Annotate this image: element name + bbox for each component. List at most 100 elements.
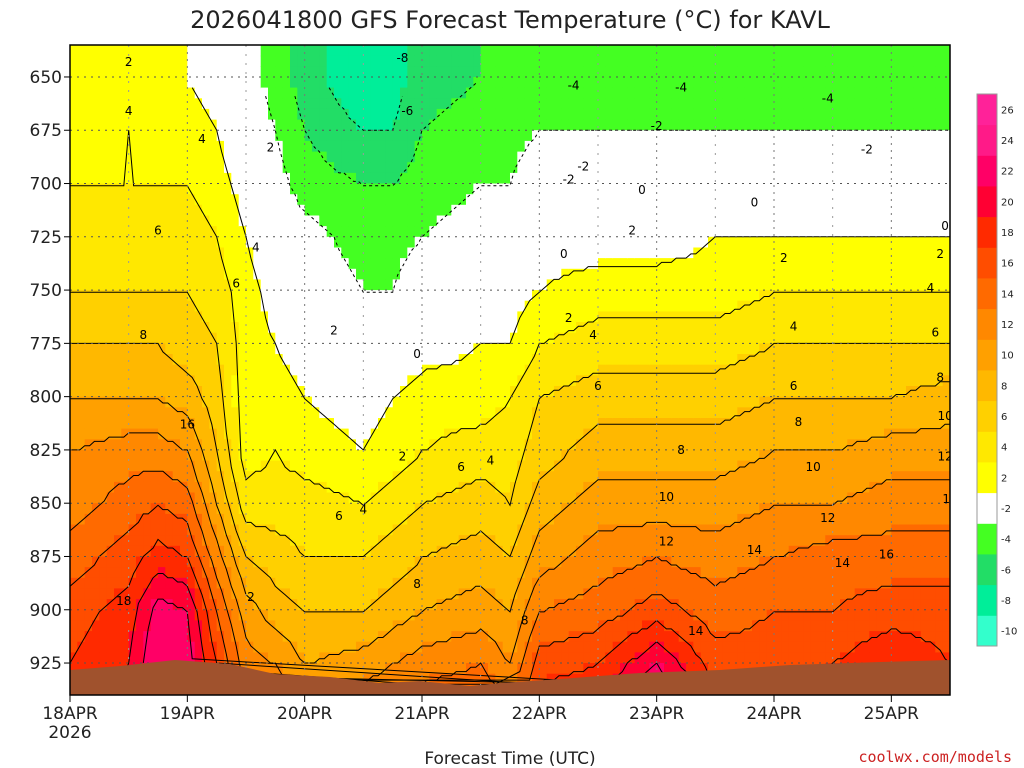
- field-cell: [304, 418, 313, 430]
- field-cell: [422, 279, 430, 291]
- field-cell: [187, 460, 196, 472]
- field-cell: [150, 258, 159, 270]
- field-cell: [363, 481, 372, 494]
- field-cell: [312, 364, 320, 376]
- field-cell: [348, 268, 357, 281]
- field-cell: [165, 87, 174, 99]
- field-cell: [546, 513, 555, 526]
- field-cell: [282, 183, 291, 195]
- field-cell: [312, 45, 320, 57]
- field-cell: [304, 204, 313, 217]
- field-cell: [627, 55, 636, 67]
- field-cell: [627, 45, 636, 57]
- field-cell: [444, 652, 452, 664]
- field-cell: [642, 428, 650, 440]
- field-cell: [238, 641, 247, 653]
- field-cell: [209, 343, 218, 355]
- field-cell: [165, 545, 174, 558]
- field-cell: [568, 172, 577, 185]
- field-cell: [429, 599, 438, 611]
- field-cell: [436, 556, 445, 568]
- field-cell: [605, 290, 614, 302]
- field-cell: [268, 609, 276, 622]
- field-cell: [407, 87, 416, 99]
- field-cell: [194, 130, 203, 142]
- field-cell: [392, 535, 401, 547]
- field-cell: [576, 418, 584, 430]
- field-cell: [400, 673, 408, 685]
- field-cell: [260, 215, 269, 227]
- field-cell: [238, 77, 247, 89]
- field-cell: [664, 194, 672, 206]
- field-cell: [598, 130, 606, 142]
- field-cell: [99, 481, 108, 494]
- field-cell: [568, 322, 577, 334]
- field-cell: [224, 151, 232, 163]
- field-cell: [99, 108, 108, 121]
- field-cell: [356, 77, 364, 89]
- field-cell: [275, 130, 284, 142]
- field-cell: [510, 364, 518, 376]
- field-cell: [656, 343, 665, 355]
- field-cell: [150, 98, 159, 110]
- field-cell: [275, 77, 284, 89]
- field-cell: [172, 471, 181, 483]
- field-cell: [370, 87, 379, 99]
- field-cell: [451, 535, 460, 547]
- field-cell: [304, 140, 313, 153]
- field-cell: [172, 290, 181, 302]
- field-cell: [150, 652, 159, 664]
- field-cell: [253, 204, 262, 217]
- field-cell: [414, 236, 423, 249]
- field-cell: [150, 183, 159, 195]
- field-cell: [216, 535, 225, 547]
- field-cell: [290, 311, 298, 323]
- field-cell: [319, 226, 328, 238]
- field-cell: [231, 236, 240, 249]
- field-cell: [436, 588, 445, 600]
- field-cell: [407, 119, 416, 131]
- field-cell: [517, 215, 526, 227]
- field-cell: [180, 652, 188, 664]
- field-cell: [128, 503, 137, 515]
- field-cell: [598, 322, 606, 334]
- field-cell: [194, 364, 203, 376]
- field-cell: [224, 556, 232, 568]
- field-cell: [231, 407, 240, 419]
- field-cell: [326, 172, 335, 185]
- field-cell: [664, 386, 672, 398]
- field-cell: [363, 45, 372, 57]
- field-cell: [194, 481, 203, 494]
- field-cell: [422, 567, 430, 579]
- field-cell: [649, 471, 658, 483]
- field-cell: [605, 55, 614, 67]
- field-cell: [451, 460, 460, 472]
- field-cell: [510, 609, 518, 622]
- field-cell: [326, 620, 335, 632]
- field-cell: [422, 300, 430, 312]
- field-cell: [238, 87, 247, 99]
- field-cell: [649, 87, 658, 99]
- field-cell: [649, 556, 658, 568]
- field-cell: [561, 343, 570, 355]
- field-cell: [216, 439, 225, 451]
- field-cell: [502, 513, 511, 526]
- field-cell: [656, 492, 665, 504]
- field-cell: [158, 162, 166, 174]
- field-cell: [524, 577, 533, 590]
- field-cell: [172, 535, 181, 547]
- field-cell: [400, 140, 408, 153]
- field-cell: [165, 535, 174, 547]
- field-cell: [510, 55, 518, 67]
- field-cell: [304, 226, 313, 238]
- field-cell: [436, 66, 445, 78]
- field-cell: [414, 183, 423, 195]
- field-cell: [231, 77, 240, 89]
- field-cell: [554, 322, 562, 334]
- field-cell: [554, 66, 562, 78]
- field-cell: [495, 162, 504, 174]
- field-cell: [106, 535, 115, 547]
- field-cell: [444, 290, 452, 302]
- field-cell: [246, 162, 254, 174]
- field-cell: [605, 268, 614, 281]
